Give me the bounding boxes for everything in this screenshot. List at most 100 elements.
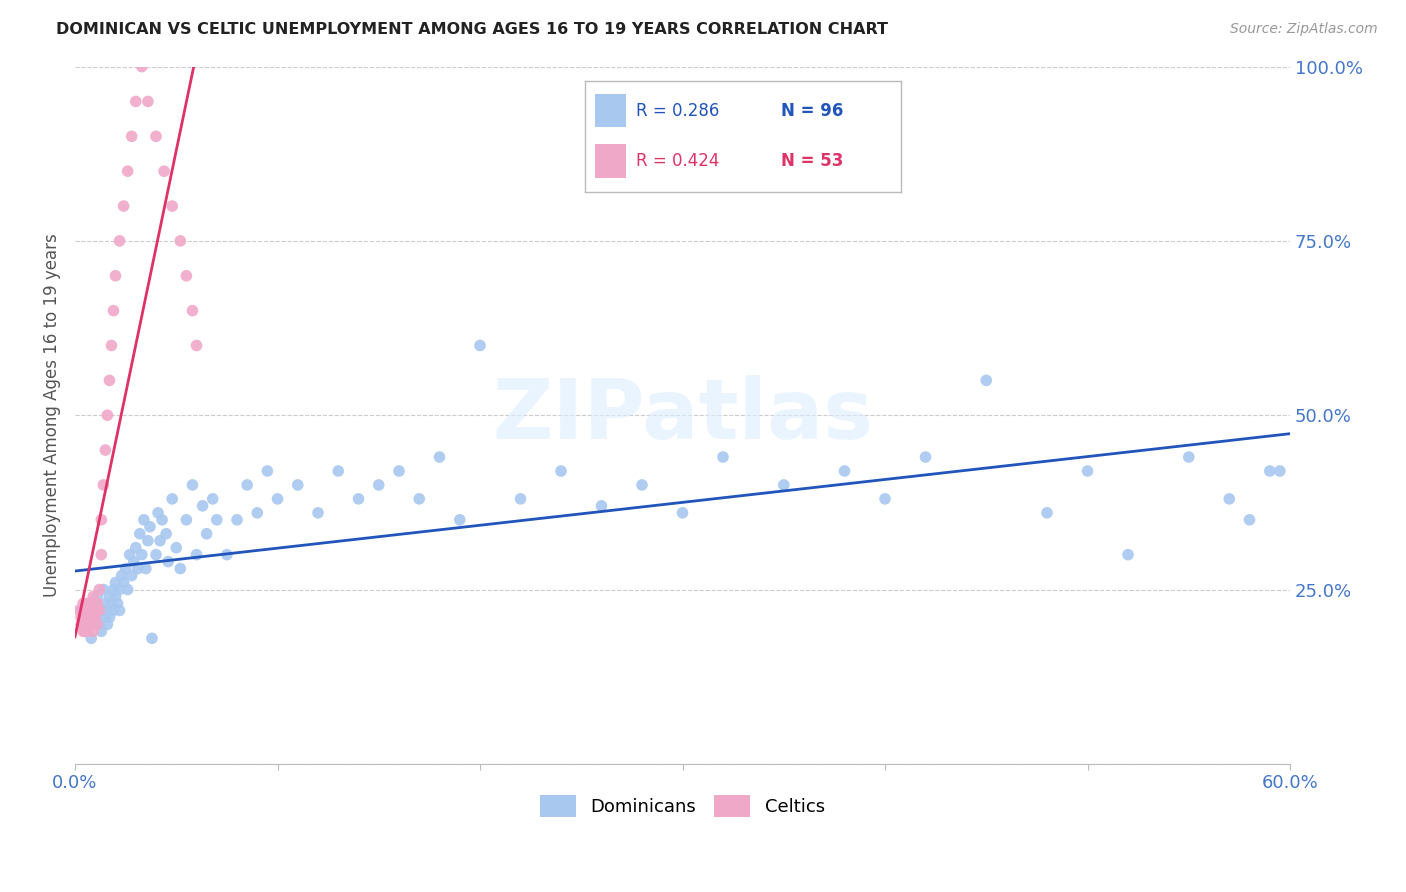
Point [1258, 464, 1281, 478]
Point [86, 590, 108, 604]
Point [131, 60, 153, 74]
Point [107, 597, 129, 611]
Point [90, 548, 112, 562]
Point [128, 526, 150, 541]
Point [76, 624, 98, 639]
Point [834, 464, 856, 478]
Point [110, 568, 132, 582]
Point [77, 617, 100, 632]
Point [149, 533, 172, 548]
Point [201, 491, 224, 506]
Point [671, 506, 693, 520]
Point [72, 617, 94, 632]
Point [1239, 513, 1261, 527]
Legend: Dominicans, Celtics: Dominicans, Celtics [533, 788, 832, 824]
Point [591, 499, 613, 513]
Point [76, 617, 98, 632]
Y-axis label: Unemployment Among Ages 16 to 19 years: Unemployment Among Ages 16 to 19 years [44, 234, 60, 597]
Point [70, 610, 93, 624]
Point [121, 129, 143, 144]
Point [153, 164, 176, 178]
Point [146, 506, 169, 520]
Point [77, 610, 100, 624]
Point [121, 568, 143, 582]
Point [96, 617, 118, 632]
Point [80, 632, 103, 646]
Point [226, 513, 249, 527]
Point [772, 478, 794, 492]
Point [631, 478, 654, 492]
Point [76, 603, 98, 617]
Point [98, 373, 121, 387]
Point [104, 575, 127, 590]
Point [125, 95, 148, 109]
Point [94, 610, 117, 624]
Point [1116, 548, 1139, 562]
Point [75, 617, 97, 632]
Point [103, 603, 125, 617]
Point [80, 617, 103, 632]
Point [1076, 464, 1098, 478]
Point [100, 338, 122, 352]
Point [80, 597, 103, 611]
Point [468, 338, 491, 352]
Point [205, 513, 228, 527]
Point [118, 548, 141, 562]
Point [181, 478, 204, 492]
Point [449, 513, 471, 527]
Point [77, 597, 100, 611]
Point [117, 164, 139, 178]
Point [84, 603, 107, 617]
Point [509, 491, 531, 506]
Point [94, 443, 117, 458]
Point [108, 234, 131, 248]
Point [82, 603, 104, 617]
Point [117, 582, 139, 597]
Point [103, 303, 125, 318]
Point [96, 603, 118, 617]
Point [72, 624, 94, 639]
Point [195, 526, 218, 541]
Point [103, 582, 125, 597]
Point [1177, 450, 1199, 464]
Point [145, 129, 167, 144]
Point [145, 548, 167, 562]
Point [89, 603, 111, 617]
Text: Source: ZipAtlas.com: Source: ZipAtlas.com [1230, 22, 1378, 37]
Point [82, 624, 104, 639]
Point [67, 603, 90, 617]
Point [122, 555, 145, 569]
Point [77, 603, 100, 617]
Point [408, 491, 430, 506]
Point [160, 199, 183, 213]
Point [89, 582, 111, 597]
Point [84, 610, 107, 624]
Point [93, 478, 115, 492]
Point [181, 303, 204, 318]
Point [136, 95, 159, 109]
Point [98, 610, 121, 624]
Point [307, 506, 329, 520]
Point [94, 597, 117, 611]
Point [84, 597, 107, 611]
Point [77, 597, 100, 611]
Point [75, 624, 97, 639]
Point [112, 575, 135, 590]
Point [72, 597, 94, 611]
Point [157, 555, 180, 569]
Point [108, 582, 131, 597]
Point [89, 617, 111, 632]
Point [155, 526, 177, 541]
Text: ZIPatlas: ZIPatlas [492, 375, 873, 456]
Point [550, 464, 572, 478]
Point [429, 450, 451, 464]
Point [873, 491, 896, 506]
Point [186, 548, 208, 562]
Point [90, 603, 112, 617]
Point [266, 491, 288, 506]
Point [215, 548, 238, 562]
Point [86, 617, 108, 632]
Point [76, 597, 98, 611]
Point [150, 513, 173, 527]
Point [711, 450, 734, 464]
